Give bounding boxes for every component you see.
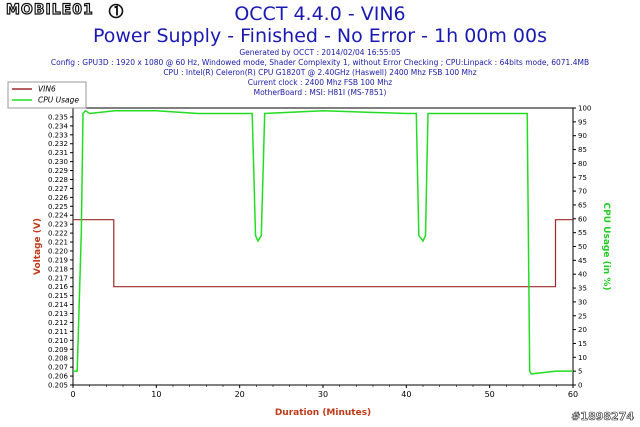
y2-tick-label: 35 xyxy=(578,285,587,293)
legend-box xyxy=(7,81,87,109)
y2-tick-label: 90 xyxy=(578,132,587,140)
y-tick-label: 0.211 xyxy=(48,328,68,336)
y-tick-label: 0.212 xyxy=(48,319,68,327)
series-line-vin6 xyxy=(73,219,573,288)
y-tick-label: 0.205 xyxy=(48,382,68,390)
y2-tick-label: 95 xyxy=(578,118,587,126)
y-tick-label: 0.235 xyxy=(48,113,68,121)
clock-info: Current clock : 2400 Mhz FSB 100 Mhz xyxy=(247,78,393,87)
y-tick-label: 0.217 xyxy=(48,274,68,282)
y-tick-label: 0.226 xyxy=(48,194,69,202)
y2-tick-label: 75 xyxy=(578,174,587,182)
y-axis-label: Voltage (V) xyxy=(33,218,43,275)
y-tick-label: 0.223 xyxy=(48,221,68,229)
x-tick-label: 40 xyxy=(401,390,411,399)
y-tick-label: 0.231 xyxy=(48,149,68,157)
motherboard-info: MotherBoard : MSI: H81I (MS-7851) xyxy=(253,88,387,97)
y-tick-label: 0.206 xyxy=(48,373,69,381)
chart-title: OCCT 4.4.0 - VIN6 xyxy=(234,3,406,25)
y-tick-label: 0.215 xyxy=(48,292,68,300)
y-tick-label: 0.213 xyxy=(48,310,68,318)
y-tick-label: 0.214 xyxy=(48,301,69,309)
y-tick-label: 0.207 xyxy=(48,364,68,372)
legend-label: CPU Usage xyxy=(38,96,79,105)
y2-tick-label: 100 xyxy=(578,105,591,113)
x-tick-label: 30 xyxy=(318,390,328,399)
y2-tick-label: 45 xyxy=(578,257,587,265)
logo-badge-icon xyxy=(108,3,124,19)
generated-info: Generated by OCCT : 2014/02/04 16:55:05 xyxy=(239,48,401,57)
x-tick-label: 0 xyxy=(70,390,75,399)
y2-tick-label: 20 xyxy=(578,326,587,334)
y2-tick-label: 10 xyxy=(578,354,587,362)
y2-tick-label: 15 xyxy=(578,340,587,348)
y2-axis-label: CPU Usage (in %) xyxy=(601,203,611,291)
y-tick-label: 0.232 xyxy=(48,140,68,148)
y2-tick-label: 85 xyxy=(578,146,587,154)
y-tick-label: 0.216 xyxy=(48,283,69,291)
chart-subtitle: Power Supply - Finished - No Error - 1h … xyxy=(92,25,548,47)
y2-tick-label: 80 xyxy=(578,160,587,168)
y-tick-label: 0.229 xyxy=(48,167,68,175)
y-tick-label: 0.221 xyxy=(48,239,68,247)
y2-tick-label: 25 xyxy=(578,312,587,320)
y2-tick-label: 70 xyxy=(578,188,587,196)
mobile01-logo: MOBILE01 xyxy=(5,1,94,18)
y-tick-label: 0.220 xyxy=(48,247,68,255)
y-tick-label: 0.224 xyxy=(48,212,69,220)
y-tick-label: 0.230 xyxy=(48,158,68,166)
y-tick-label: 0.208 xyxy=(48,355,68,363)
y2-tick-label: 50 xyxy=(578,243,587,251)
y-tick-label: 0.227 xyxy=(48,185,68,193)
y-tick-label: 0.225 xyxy=(48,203,68,211)
y-tick-label: 0.209 xyxy=(48,346,68,354)
x-tick-label: 20 xyxy=(235,390,245,399)
plot-area xyxy=(72,107,574,386)
y2-tick-label: 40 xyxy=(578,271,587,279)
y2-tick-label: 60 xyxy=(578,215,587,223)
y2-tick-label: 0 xyxy=(578,382,582,390)
y-tick-label: 0.210 xyxy=(48,337,68,345)
x-tick-label: 60 xyxy=(568,390,578,399)
y2-tick-label: 65 xyxy=(578,201,587,209)
y2-tick-label: 5 xyxy=(578,368,582,376)
y2-tick-label: 30 xyxy=(578,298,587,306)
y2-tick-label: 55 xyxy=(578,229,587,237)
x-tick-label: 50 xyxy=(485,390,495,399)
series-line-cpu-usage xyxy=(73,109,573,375)
x-axis-label: Duration (Minutes) xyxy=(275,408,371,418)
x-tick-label: 10 xyxy=(151,390,161,399)
y-tick-label: 0.234 xyxy=(48,122,69,130)
y-tick-label: 0.233 xyxy=(48,131,68,139)
cpu-info: CPU : Intel(R) Celeron(R) CPU G1820T @ 2… xyxy=(163,68,477,77)
y-tick-label: 0.222 xyxy=(48,230,68,238)
y-tick-label: 0.218 xyxy=(48,265,68,273)
y-tick-label: 0.219 xyxy=(48,256,68,264)
legend-label: VIN6 xyxy=(38,85,56,94)
watermark: #1898274 xyxy=(571,410,634,424)
y-tick-label: 0.228 xyxy=(48,176,68,184)
config-info: Config : GPU3D : 1920 x 1080 @ 60 Hz, Wi… xyxy=(50,58,590,67)
